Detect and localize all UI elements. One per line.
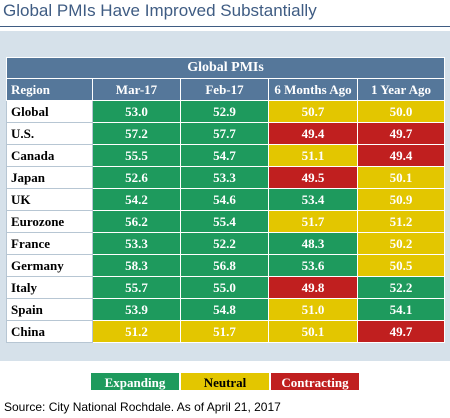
region-cell: Canada bbox=[6, 144, 93, 167]
pmi-value-cell: 54.7 bbox=[180, 144, 269, 167]
region-cell: Eurozone bbox=[6, 210, 93, 233]
pmi-value-cell: 50.9 bbox=[356, 188, 446, 211]
pmi-value-cell: 50.0 bbox=[356, 100, 446, 123]
pmi-value-cell: 53.4 bbox=[268, 188, 358, 211]
pmi-value-cell: 51.1 bbox=[268, 144, 358, 167]
pmi-value-cell: 49.4 bbox=[268, 122, 358, 145]
column-header-1-year-ago: 1 Year Ago bbox=[356, 78, 446, 101]
region-cell: France bbox=[6, 232, 93, 255]
legend-neutral: Neutral bbox=[180, 372, 270, 391]
pmi-value-cell: 51.0 bbox=[268, 298, 358, 321]
pmi-value-cell: 50.1 bbox=[356, 166, 446, 189]
table-row: Germany 58.3 56.8 53.6 50.5 bbox=[6, 254, 446, 277]
column-header-feb-17: Feb-17 bbox=[180, 78, 269, 101]
pmi-value-cell: 53.3 bbox=[180, 166, 269, 189]
region-cell: China bbox=[6, 320, 93, 343]
legend: Expanding Neutral Contracting bbox=[90, 372, 360, 391]
region-cell: Global bbox=[6, 100, 93, 123]
pmi-value-cell: 56.8 bbox=[180, 254, 269, 277]
table-row: China 51.2 51.7 50.1 49.7 bbox=[6, 320, 446, 343]
column-header-region: Region bbox=[6, 78, 93, 101]
pmi-value-cell: 54.8 bbox=[180, 298, 269, 321]
region-cell: Germany bbox=[6, 254, 93, 277]
pmi-value-cell: 52.6 bbox=[92, 166, 181, 189]
table-row: Canada 55.5 54.7 51.1 49.4 bbox=[6, 144, 446, 167]
column-header-mar-17: Mar-17 bbox=[92, 78, 181, 101]
pmi-value-cell: 55.0 bbox=[180, 276, 269, 299]
pmi-value-cell: 51.2 bbox=[92, 320, 181, 343]
pmi-value-cell: 56.2 bbox=[92, 210, 181, 233]
pmi-value-cell: 55.7 bbox=[92, 276, 181, 299]
title-divider bbox=[0, 26, 450, 27]
table-row: UK 54.2 54.6 53.4 50.9 bbox=[6, 188, 446, 211]
table-row: Italy 55.7 55.0 49.8 52.2 bbox=[6, 276, 446, 299]
header-row: Region Mar-17 Feb-17 6 Months Ago 1 Year… bbox=[6, 78, 446, 101]
pmi-value-cell: 52.2 bbox=[180, 232, 269, 255]
pmi-value-cell: 51.7 bbox=[268, 210, 358, 233]
pmi-value-cell: 57.2 bbox=[92, 122, 181, 145]
pmi-value-cell: 58.3 bbox=[92, 254, 181, 277]
pmi-value-cell: 50.5 bbox=[356, 254, 446, 277]
pmi-value-cell: 53.0 bbox=[92, 100, 181, 123]
pmi-value-cell: 51.7 bbox=[180, 320, 269, 343]
pmi-value-cell: 49.5 bbox=[268, 166, 358, 189]
pmi-value-cell: 49.8 bbox=[268, 276, 358, 299]
table-row: Eurozone 56.2 55.4 51.7 51.2 bbox=[6, 210, 446, 233]
pmi-value-cell: 49.7 bbox=[356, 122, 446, 145]
table-row: France 53.3 52.2 48.3 50.2 bbox=[6, 232, 446, 255]
region-cell: Italy bbox=[6, 276, 93, 299]
pmi-value-cell: 52.9 bbox=[180, 100, 269, 123]
legend-expanding: Expanding bbox=[90, 372, 180, 391]
pmi-value-cell: 55.5 bbox=[92, 144, 181, 167]
pmi-value-cell: 48.3 bbox=[268, 232, 358, 255]
pmi-value-cell: 55.4 bbox=[180, 210, 269, 233]
region-cell: UK bbox=[6, 188, 93, 211]
pmi-value-cell: 54.1 bbox=[356, 298, 446, 321]
pmi-value-cell: 50.2 bbox=[356, 232, 446, 255]
table-row: U.S. 57.2 57.7 49.4 49.7 bbox=[6, 122, 446, 145]
region-cell: Japan bbox=[6, 166, 93, 189]
pmi-value-cell: 49.7 bbox=[356, 320, 446, 343]
pmi-value-cell: 57.7 bbox=[180, 122, 269, 145]
column-header-6-months-ago: 6 Months Ago bbox=[268, 78, 358, 101]
pmi-table: Global PMIs Region Mar-17 Feb-17 6 Month… bbox=[5, 57, 446, 343]
pmi-value-cell: 53.6 bbox=[268, 254, 358, 277]
legend-contracting: Contracting bbox=[270, 372, 360, 391]
pmi-value-cell: 50.1 bbox=[268, 320, 358, 343]
pmi-value-cell: 53.3 bbox=[92, 232, 181, 255]
source-note: Source: City National Rochdale. As of Ap… bbox=[4, 400, 281, 414]
pmi-value-cell: 52.2 bbox=[356, 276, 446, 299]
pmi-value-cell: 54.6 bbox=[180, 188, 269, 211]
page-title: Global PMIs Have Improved Substantially bbox=[3, 1, 317, 20]
region-cell: U.S. bbox=[6, 122, 93, 145]
table-row: Japan 52.6 53.3 49.5 50.1 bbox=[6, 166, 446, 189]
pmi-value-cell: 51.2 bbox=[356, 210, 446, 233]
pmi-value-cell: 49.4 bbox=[356, 144, 446, 167]
table-banner: Global PMIs bbox=[5, 57, 446, 79]
table-row: Global 53.0 52.9 50.7 50.0 bbox=[6, 100, 446, 123]
pmi-value-cell: 50.7 bbox=[268, 100, 358, 123]
table-row: Spain 53.9 54.8 51.0 54.1 bbox=[6, 298, 446, 321]
region-cell: Spain bbox=[6, 298, 93, 321]
pmi-value-cell: 53.9 bbox=[92, 298, 181, 321]
pmi-value-cell: 54.2 bbox=[92, 188, 181, 211]
